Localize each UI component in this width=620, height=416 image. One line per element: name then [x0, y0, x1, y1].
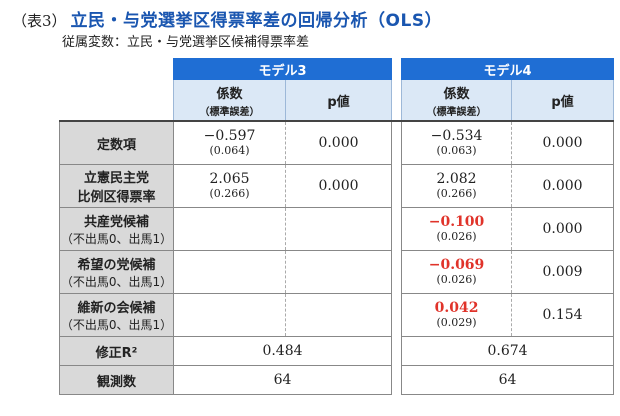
adj-r2-row: 修正R² 0.484 0.674 [59, 336, 615, 366]
model3-header: モデル3 [172, 58, 393, 80]
model4-coef-header: 係数 （標準誤差） [401, 79, 513, 122]
table-row: 立憲民主党 比例区得票率 2.065 (0.266) 0.000 2.082 (0.2… [59, 164, 615, 208]
p-value-cell: 0.000 [284, 121, 393, 165]
coef-cell [173, 207, 286, 251]
row-label: 維新の会候補 （不出馬0、出馬1） [59, 293, 174, 337]
n-obs-row: 観測数 64 64 [59, 365, 615, 395]
adj-r2-model4: 0.674 [401, 336, 615, 366]
coef-cell: −0.069 (0.026) [401, 250, 512, 294]
coef-cell: −0.100 (0.026) [401, 207, 512, 251]
coef-cell: −0.534 (0.063) [401, 121, 512, 165]
table-number: （表3） [12, 12, 67, 30]
p-value-cell [284, 207, 393, 251]
coef-cell: 2.065 (0.266) [173, 164, 286, 208]
model3-p-header: p値 [284, 79, 393, 122]
p-value-cell: 0.000 [511, 207, 615, 251]
table-title: （表3） 立民・与党選挙区得票率差の回帰分析（OLS） [12, 6, 442, 31]
adj-r2-label: 修正R² [59, 336, 174, 366]
p-value-cell [284, 250, 393, 294]
table-row: 希望の党候補 （不出馬0、出馬1） −0.069 (0.026) 0.009 [59, 250, 615, 294]
p-value-cell: 0.000 [511, 164, 615, 208]
row-label: 希望の党候補 （不出馬0、出馬1） [59, 250, 174, 294]
model4-p-header: p値 [511, 79, 615, 122]
n-obs-label: 観測数 [59, 365, 174, 395]
p-value-cell: 0.000 [284, 164, 393, 208]
n-obs-model3: 64 [172, 365, 393, 395]
table-row: 維新の会候補 （不出馬0、出馬1） 0.042 (0.029) 0.154 [59, 293, 615, 337]
n-obs-model4: 64 [401, 365, 615, 395]
p-value-cell: 0.000 [511, 121, 615, 165]
coef-cell: 2.082 (0.266) [401, 164, 512, 208]
model4-header: モデル4 [401, 58, 615, 80]
coef-cell: 0.042 (0.029) [401, 293, 512, 337]
coef-cell: −0.597 (0.064) [173, 121, 286, 165]
row-label: 立憲民主党 比例区得票率 [59, 164, 174, 208]
adj-r2-model3: 0.484 [172, 336, 393, 366]
row-label: 定数項 [59, 121, 174, 165]
dependent-variable-note: 従属変数：立民・与党選挙区候補得票率差 [62, 35, 310, 50]
table-row: 共産党候補 （不出馬0、出馬1） −0.100 (0.026) 0.000 [59, 207, 615, 251]
coef-cell [173, 293, 286, 337]
p-value-cell: 0.009 [511, 250, 615, 294]
p-value-cell [284, 293, 393, 337]
title-text: 立民・与党選挙区得票率差の回帰分析（OLS） [70, 11, 443, 31]
coef-cell [173, 250, 286, 294]
model3-coef-header: 係数 （標準誤差） [173, 79, 286, 122]
p-value-cell: 0.154 [511, 293, 615, 337]
table-row: 定数項 −0.597 (0.064) 0.000 −0.534 (0.063) 0.… [59, 121, 615, 165]
row-label: 共産党候補 （不出馬0、出馬1） [59, 207, 174, 251]
regression-table: モデル3 モデル4 係数 （標準誤差） p値 係数 （標準誤差） p値 定数項 … [59, 58, 615, 395]
